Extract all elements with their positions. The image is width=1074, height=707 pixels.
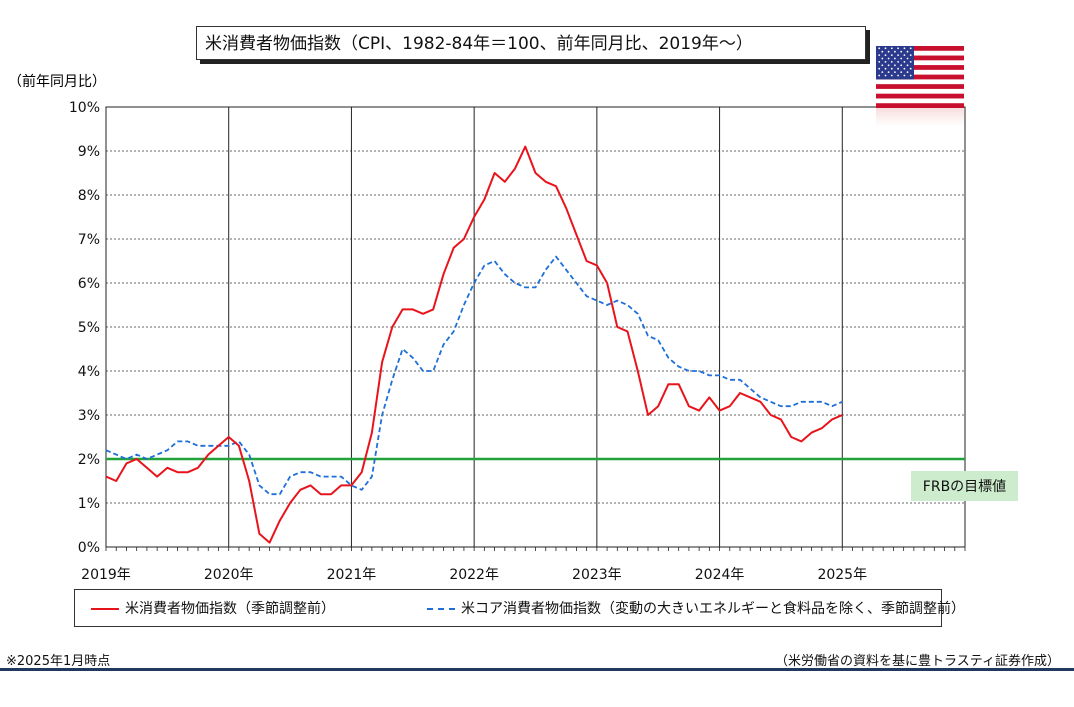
legend-swatch-core — [427, 608, 455, 610]
x-tick-label: 2022年 — [449, 567, 499, 583]
label-layer: FRBの目標値 — [911, 471, 1018, 501]
y-axis-label: （前年同月比） — [8, 73, 106, 90]
x-tick-label: 2021年 — [327, 567, 377, 583]
x-tick-label: 2023年 — [572, 567, 622, 583]
legend-swatch-headline — [91, 608, 119, 610]
tick-layer: 0% 1% 2% 3% 4% 5% 6% 7% 8% 9% 10% 2019年 2020年 2021年 20… — [69, 100, 966, 583]
x-tick-label: 2020年 — [204, 567, 254, 583]
x-tick-label: 2025年 — [817, 567, 867, 583]
legend-item-core: 米コア消費者物価指数（変動の大きいエネルギーと食料品を除く、季節調整前） — [461, 601, 965, 617]
y-tick-label: 8% — [78, 188, 100, 204]
series-layer — [105, 145, 965, 544]
y-tick-label: 1% — [78, 496, 100, 512]
y-tick-label: 2% — [78, 452, 100, 468]
y-tick-label: 4% — [78, 364, 100, 380]
y-tick-label: 7% — [78, 232, 100, 248]
legend-item-headline: 米消費者物価指数（季節調整前） — [125, 601, 335, 617]
flag-reflection — [876, 108, 964, 126]
y-tick-label: 5% — [78, 320, 100, 336]
y-tick-label: 6% — [78, 276, 100, 292]
x-tick-label: 2024年 — [695, 567, 745, 583]
y-tick-label: 9% — [78, 144, 100, 160]
series-line-core — [105, 255, 843, 496]
target-label: FRBの目標値 — [923, 479, 1006, 495]
chart-title-text: 米消費者物価指数（CPI、1982-84年＝100、前年同月比、2019年～） — [205, 34, 753, 54]
legend: 米消費者物価指数（季節調整前） 米コア消費者物価指数（変動の大きいエネルギーと食… — [74, 589, 965, 627]
source-note: （米労働省の資料を基に豊トラスティ証券作成） — [775, 654, 1060, 669]
x-tick-label: 2019年 — [81, 567, 131, 583]
chart-title: 米消費者物価指数（CPI、1982-84年＝100、前年同月比、2019年～） — [196, 26, 866, 60]
target-label-box — [911, 471, 1018, 501]
bottom-rule — [0, 668, 1074, 671]
y-tick-label: 10% — [69, 100, 100, 116]
series-line-headline — [105, 145, 843, 544]
footnote: ※2025年1月時点 — [6, 654, 111, 669]
y-tick-label: 0% — [78, 540, 100, 556]
y-tick-label: 3% — [78, 408, 100, 424]
us-flag-icon — [876, 46, 964, 108]
